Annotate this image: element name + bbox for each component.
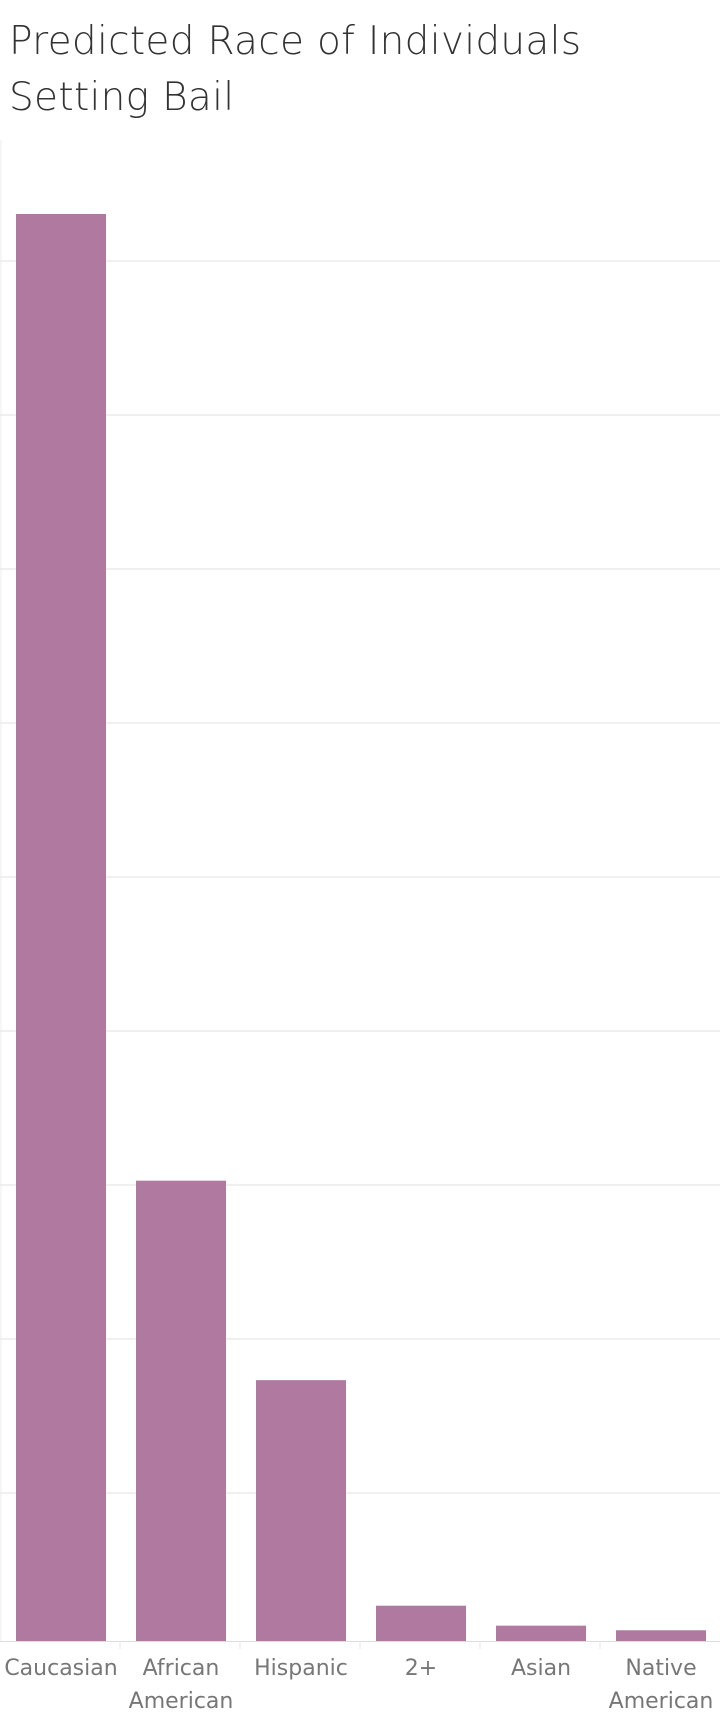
bar	[616, 1630, 706, 1641]
bar	[376, 1605, 466, 1641]
x-tick-label-line: American	[129, 1689, 234, 1714]
x-tick-label: Native American	[609, 1656, 714, 1714]
x-tick-label-line: 2+	[405, 1656, 437, 1681]
x-tick-label: 2+	[405, 1656, 437, 1681]
bar	[136, 1180, 226, 1641]
bar	[496, 1625, 586, 1641]
x-tick-label-line: African	[143, 1656, 220, 1681]
chart-title: Predicted Race of Individuals Setting Ba…	[9, 19, 582, 120]
x-tick-label-line: American	[609, 1689, 714, 1714]
x-tick-label-line: Native	[625, 1656, 696, 1681]
x-tick-label: Asian	[511, 1656, 571, 1681]
x-tick-label: Caucasian	[4, 1656, 117, 1681]
x-tick-label-line: Caucasian	[4, 1656, 117, 1681]
x-tick-label-line: Hispanic	[254, 1656, 348, 1681]
bar	[256, 1380, 346, 1641]
x-tick-label: African American	[129, 1656, 234, 1714]
x-tick-label: Hispanic	[254, 1656, 348, 1681]
x-tick-label-line: Asian	[511, 1656, 571, 1681]
bar	[16, 214, 106, 1641]
